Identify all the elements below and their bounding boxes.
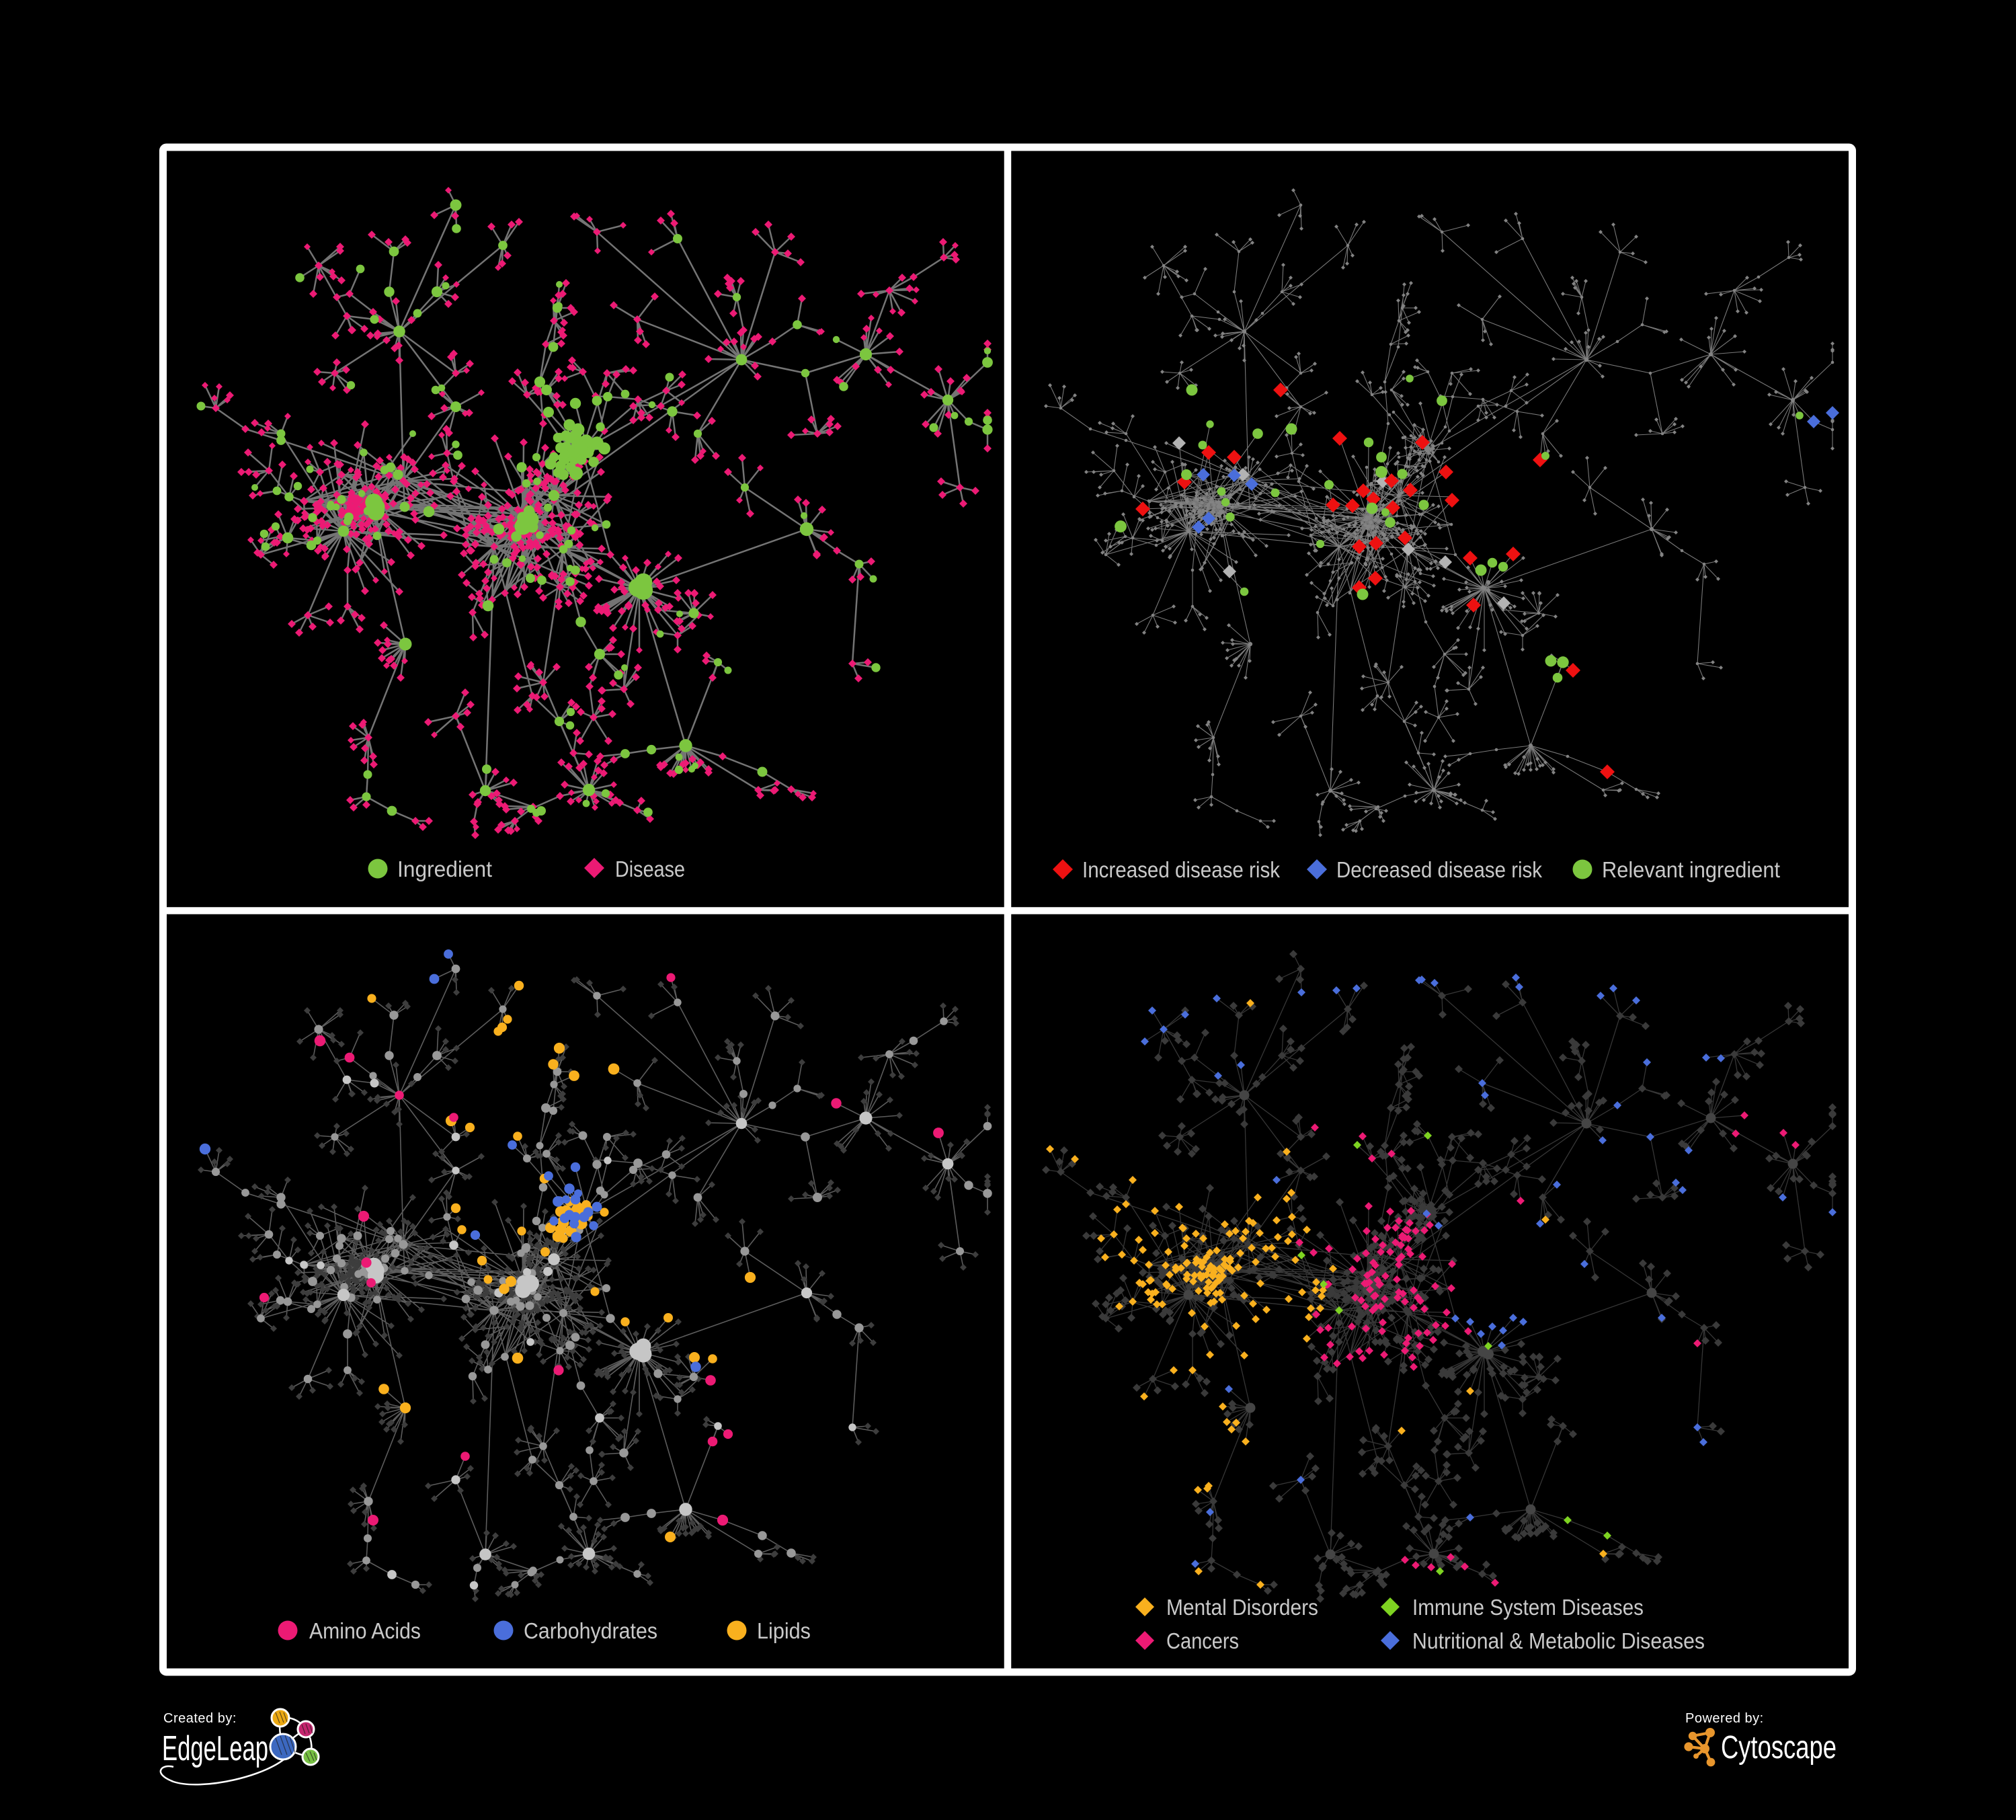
svg-text:Immune System Diseases: Immune System Diseases — [1412, 1595, 1644, 1620]
svg-text:Cytoscape: Cytoscape — [1721, 1730, 1837, 1766]
svg-text:Powered by:: Powered by: — [1685, 1711, 1764, 1726]
svg-text:Disease: Disease — [615, 857, 685, 881]
svg-text:Lipids: Lipids — [757, 1618, 811, 1643]
svg-text:Ingredient: Ingredient — [397, 857, 492, 881]
svg-text:Created by:: Created by: — [163, 1711, 237, 1726]
svg-text:Carbohydrates: Carbohydrates — [524, 1618, 657, 1643]
svg-text:Cancers: Cancers — [1166, 1628, 1239, 1653]
svg-text:EdgeLeap: EdgeLeap — [162, 1729, 268, 1768]
svg-text:Relevant ingredient: Relevant ingredient — [1602, 857, 1780, 882]
svg-text:Increased disease risk: Increased disease risk — [1082, 857, 1280, 882]
svg-text:Nutritional & Metabolic Diseas: Nutritional & Metabolic Diseases — [1412, 1628, 1705, 1653]
svg-text:Decreased disease risk: Decreased disease risk — [1336, 857, 1542, 882]
svg-text:Amino Acids: Amino Acids — [309, 1618, 421, 1643]
svg-text:Mental Disorders: Mental Disorders — [1166, 1595, 1318, 1620]
